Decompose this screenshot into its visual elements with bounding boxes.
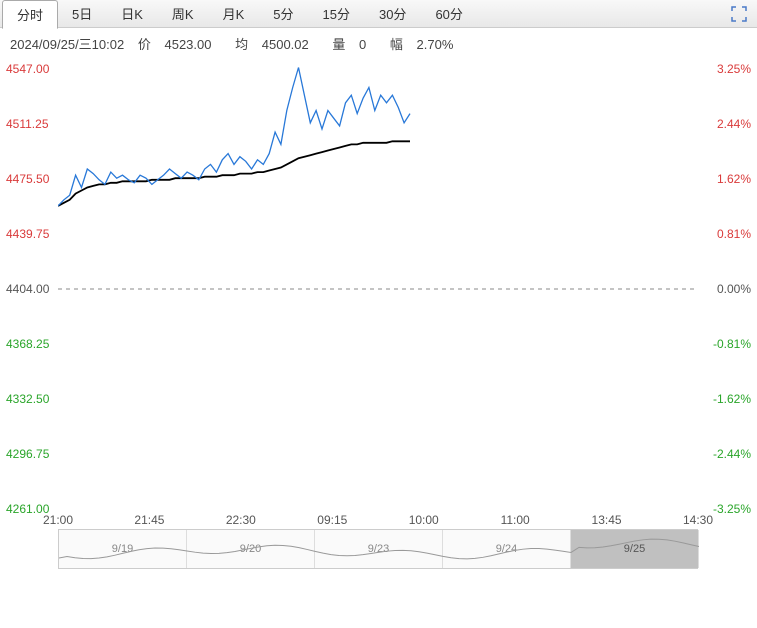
- mini-date-9/25[interactable]: 9/25: [571, 530, 699, 568]
- info-vol: 量 0: [332, 37, 376, 52]
- x-tick: 14:30: [683, 513, 713, 527]
- y-right-tick: -2.44%: [713, 447, 751, 461]
- tab-30分[interactable]: 30分: [365, 0, 421, 27]
- x-tick: 21:00: [43, 513, 73, 527]
- y-right-tick: 0.81%: [717, 227, 751, 241]
- y-left-tick: 4368.25: [6, 337, 49, 351]
- y-right-tick: 1.62%: [717, 172, 751, 186]
- y-left-tick: 4547.00: [6, 62, 49, 76]
- info-avg: 均 4500.02: [235, 37, 319, 52]
- tab-60分[interactable]: 60分: [421, 0, 477, 27]
- y-right-tick: -0.81%: [713, 337, 751, 351]
- info-bar: 2024/09/25/三10:02 价 4523.00 均 4500.02 量 …: [0, 28, 757, 59]
- x-tick: 21:45: [134, 513, 164, 527]
- y-right-tick: 2.44%: [717, 117, 751, 131]
- price-chart: [58, 59, 698, 519]
- tab-分时[interactable]: 分时: [2, 0, 58, 29]
- chart-area[interactable]: 4547.00 4511.25 4475.50 4439.75 4404.00 4368.…: [0, 59, 757, 569]
- y-left-tick: 4404.00: [6, 282, 49, 296]
- mini-date-9/19[interactable]: 9/19: [59, 530, 187, 568]
- info-price: 价 4523.00: [138, 37, 222, 52]
- x-tick: 13:45: [592, 513, 622, 527]
- mini-date-9/20[interactable]: 9/20: [187, 530, 315, 568]
- info-pct: 幅 2.70%: [390, 37, 464, 52]
- y-right-tick: 3.25%: [717, 62, 751, 76]
- y-left-tick: 4511.25: [6, 117, 49, 131]
- tab-月K[interactable]: 月K: [209, 0, 260, 27]
- x-tick: 22:30: [226, 513, 256, 527]
- y-right-tick: -3.25%: [713, 502, 751, 516]
- date-range-panel[interactable]: 9/199/209/239/249/25: [58, 529, 698, 569]
- x-tick: 11:00: [501, 513, 530, 527]
- y-right-tick: 0.00%: [717, 282, 751, 296]
- y-left-tick: 4439.75: [6, 227, 49, 241]
- tab-5日[interactable]: 5日: [58, 0, 107, 27]
- tab-周K[interactable]: 周K: [158, 0, 209, 27]
- tab-日K[interactable]: 日K: [107, 0, 158, 27]
- tab-15分[interactable]: 15分: [309, 0, 365, 27]
- x-tick: 09:15: [317, 513, 347, 527]
- fullscreen-icon[interactable]: [731, 6, 747, 22]
- x-tick: 10:00: [409, 513, 439, 527]
- mini-date-9/24[interactable]: 9/24: [443, 530, 571, 568]
- tab-5分[interactable]: 5分: [259, 0, 308, 27]
- y-left-tick: 4475.50: [6, 172, 49, 186]
- info-datetime: 2024/09/25/三10:02: [10, 37, 124, 52]
- timeframe-tabs: 分时5日日K周K月K5分15分30分60分: [0, 0, 757, 28]
- mini-date-9/23[interactable]: 9/23: [315, 530, 443, 568]
- y-left-tick: 4332.50: [6, 392, 49, 406]
- y-left-tick: 4296.75: [6, 447, 49, 461]
- y-right-tick: -1.62%: [713, 392, 751, 406]
